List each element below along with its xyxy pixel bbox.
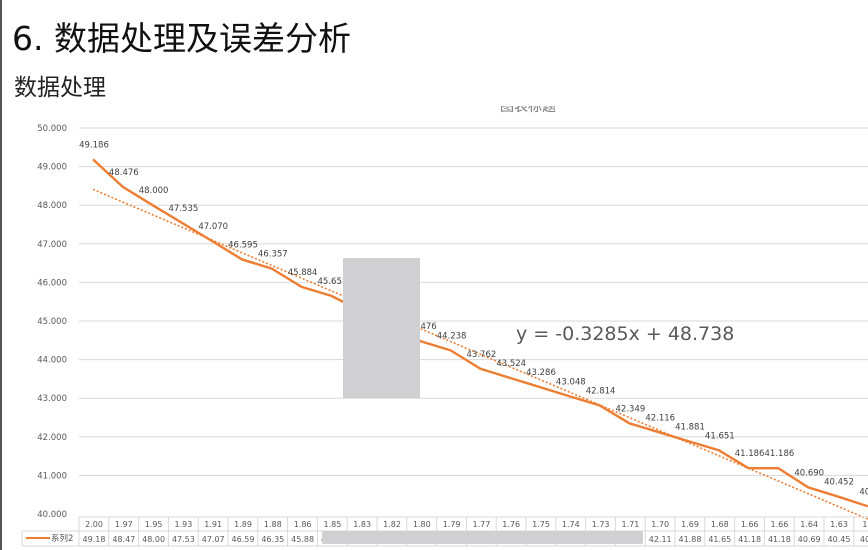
- x-tick-label: 1.82: [383, 520, 401, 529]
- table-value: 42.11: [649, 535, 672, 544]
- data-label: 40.452: [824, 478, 854, 488]
- y-tick-label: 40.000: [37, 510, 67, 520]
- table-value: 40.2: [860, 535, 868, 544]
- x-tick-label: 1.86: [294, 520, 312, 529]
- data-label: 41.186: [735, 449, 765, 459]
- data-label: 41.186: [765, 449, 795, 459]
- x-tick-label: 1.80: [413, 520, 431, 529]
- x-tick-label: 1.89: [234, 520, 252, 529]
- data-label: 46.357: [258, 250, 288, 260]
- redaction-box: [343, 258, 420, 398]
- data-label: 46.595: [228, 240, 258, 250]
- x-tick-label: 1.6: [862, 520, 868, 529]
- y-tick-label: 47.000: [37, 240, 67, 250]
- trendline-equation: y = -0.3285x + 48.738: [516, 323, 734, 345]
- table-value: 48.47: [112, 535, 135, 544]
- data-label: 43.286: [526, 368, 556, 378]
- table-value: 41.18: [738, 535, 761, 544]
- page-left-border: [0, 0, 2, 550]
- x-tick-label: 1.74: [562, 520, 580, 529]
- data-label: 42.349: [616, 404, 646, 414]
- table-value: 48.00: [142, 535, 165, 544]
- data-label: 47.070: [198, 222, 228, 232]
- table-value: 46.35: [261, 535, 284, 544]
- x-tick-label: 1.91: [204, 520, 222, 529]
- section-heading: 6. 数据处理及误差分析: [12, 19, 351, 58]
- y-tick-label: 49.000: [37, 163, 67, 173]
- data-label: 47.535: [169, 204, 199, 214]
- x-tick-label: 1.69: [681, 520, 699, 529]
- table-redaction-box: [322, 531, 643, 544]
- data-label: 44.476: [407, 322, 437, 332]
- x-tick-label: 1.95: [145, 520, 163, 529]
- x-tick-label: 1.68: [711, 520, 729, 529]
- table-value: 41.65: [708, 535, 731, 544]
- x-tick-label: 1.88: [264, 520, 282, 529]
- data-label: 48.000: [139, 186, 169, 196]
- data-label: 41.651: [705, 431, 735, 441]
- table-value: 49.18: [83, 535, 106, 544]
- x-tick-label: 1.75: [532, 520, 550, 529]
- data-label: 43.524: [496, 359, 526, 369]
- y-tick-label: 48.000: [37, 201, 67, 211]
- data-label: 43.048: [556, 377, 586, 387]
- data-label: 42.814: [586, 386, 616, 396]
- data-label: 43.762: [467, 350, 497, 360]
- table-value: 40.69: [798, 535, 821, 544]
- y-tick-label: 43.000: [37, 394, 67, 404]
- table-value: 47.07: [202, 535, 225, 544]
- x-tick-label: 1.79: [443, 520, 461, 529]
- x-tick-label: 1.64: [800, 520, 818, 529]
- data-label: 40.2: [859, 487, 868, 497]
- trendline: [92, 188, 868, 521]
- x-tick-label: 1.73: [592, 520, 610, 529]
- table-value: 41.88: [679, 535, 702, 544]
- x-tick-label: 1.97: [115, 520, 133, 529]
- table-value: 40.45: [828, 535, 851, 544]
- data-label: 49.186: [79, 140, 109, 150]
- data-label: 45.884: [288, 268, 318, 278]
- y-tick-label: 50.000: [37, 124, 67, 134]
- x-tick-label: 1.70: [651, 520, 669, 529]
- y-tick-label: 41.000: [37, 471, 67, 481]
- x-tick-label: 1.77: [472, 520, 490, 529]
- table-value: 46.59: [232, 535, 255, 544]
- x-tick-label: 1.93: [174, 520, 192, 529]
- data-label: 48.476: [109, 168, 139, 178]
- data-label: 44.238: [437, 331, 467, 341]
- data-label: 45.651: [318, 277, 348, 287]
- x-tick-label: 1.76: [502, 520, 520, 529]
- data-label: 41.881: [675, 422, 705, 432]
- title-clip: [300, 92, 800, 106]
- table-value: 45.88: [291, 535, 314, 544]
- y-tick-label: 46.000: [37, 278, 67, 288]
- x-tick-label: 1.66: [770, 520, 788, 529]
- table-value: 47.53: [172, 535, 195, 544]
- y-tick-label: 42.000: [37, 433, 67, 443]
- table-value: 41.18: [768, 535, 791, 544]
- legend-series-name: 系列2: [51, 533, 73, 544]
- subsection-heading: 数据处理: [14, 75, 106, 101]
- data-label: 42.116: [645, 413, 675, 423]
- x-tick-label: 1.66: [741, 520, 759, 529]
- y-tick-label: 44.000: [37, 356, 67, 366]
- data-label: 40.690: [794, 468, 824, 478]
- x-tick-label: 1.71: [621, 520, 639, 529]
- x-tick-label: 1.83: [353, 520, 371, 529]
- y-tick-label: 45.000: [37, 317, 67, 327]
- x-tick-label: 2.00: [85, 520, 103, 529]
- x-tick-label: 1.63: [830, 520, 848, 529]
- x-tick-label: 1.85: [323, 520, 341, 529]
